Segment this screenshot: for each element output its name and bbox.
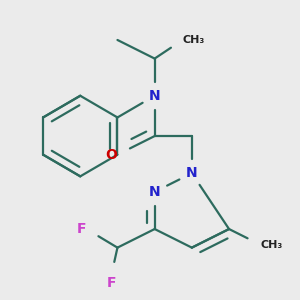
Text: N: N bbox=[149, 89, 161, 103]
Text: O: O bbox=[106, 148, 118, 162]
Text: CH₃: CH₃ bbox=[182, 35, 205, 45]
Text: F: F bbox=[106, 275, 116, 290]
Text: F: F bbox=[77, 222, 86, 236]
Text: CH₃: CH₃ bbox=[260, 239, 282, 250]
Text: N: N bbox=[186, 166, 198, 180]
Text: N: N bbox=[149, 185, 161, 199]
